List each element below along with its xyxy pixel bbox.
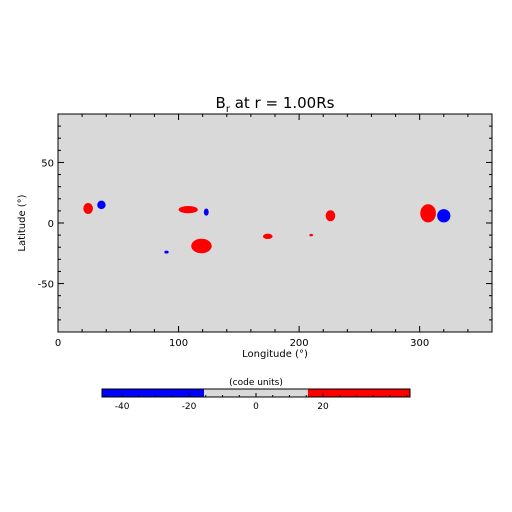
- colorbar-segment-3: [307, 389, 410, 397]
- x-axis: 0 100 200 300: [55, 114, 493, 349]
- y-tick-label: 50: [41, 158, 54, 169]
- y-axis-label: Latitude (°): [17, 194, 28, 251]
- y-tick-label: 0: [48, 219, 54, 230]
- colorbar: -40 -20 0 20: [101, 388, 411, 412]
- x-axis-label: Longitude (°): [242, 349, 308, 360]
- spot-positive-7: [262, 233, 273, 239]
- chart-title: Br at r = 1.00Rs: [216, 94, 335, 115]
- colorbar-tick-label: 20: [317, 402, 329, 412]
- spot-negative-4: [203, 208, 209, 216]
- magnetic-spots: [83, 200, 451, 254]
- x-tick-label: 200: [290, 338, 309, 349]
- colorbar-segment-1: [102, 389, 205, 397]
- colorbar-tick-label: -40: [115, 402, 130, 412]
- spot-positive-9: [325, 210, 336, 222]
- spot-positive-1: [83, 203, 93, 214]
- spot-positive-10: [420, 204, 436, 223]
- colorbar-label: (code units): [229, 378, 283, 388]
- spot-positive-3: [178, 206, 198, 214]
- spot-negative-5: [164, 250, 169, 254]
- y-axis: -50 0 50: [38, 113, 492, 333]
- spot-positive-8: [309, 233, 313, 237]
- spot-positive-6: [191, 238, 212, 254]
- colorbar-tick-label: -20: [182, 402, 197, 412]
- x-tick-label: 300: [410, 338, 429, 349]
- plot-area: [58, 114, 492, 332]
- colorbar-tick-label: 0: [253, 402, 259, 412]
- x-tick-label: 0: [55, 338, 61, 349]
- spot-negative-11: [437, 209, 451, 223]
- chart-title-rest: at r = 1.00Rs: [230, 94, 335, 112]
- chart-title-subscript: r: [226, 104, 231, 115]
- spot-negative-2: [97, 200, 106, 210]
- x-tick-label: 100: [169, 338, 188, 349]
- y-tick-label: -50: [38, 280, 54, 291]
